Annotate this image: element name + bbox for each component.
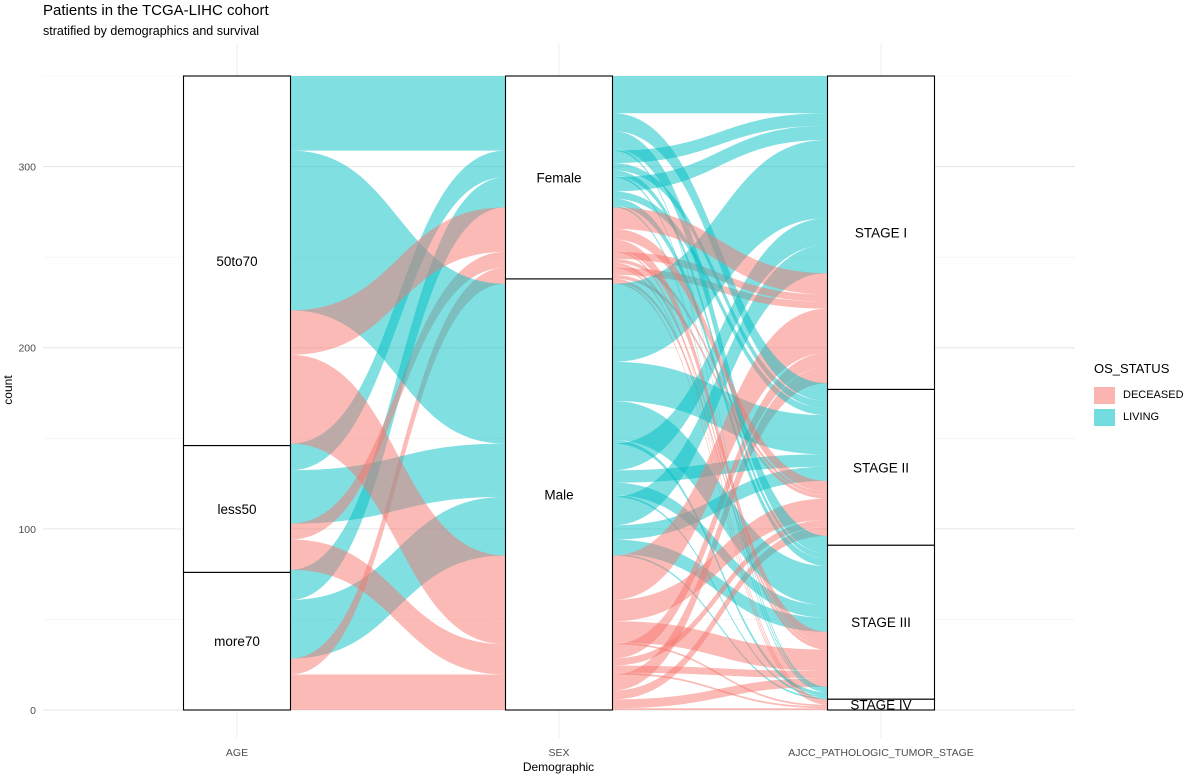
flow-ribbon bbox=[612, 519, 828, 666]
flow-ribbon bbox=[290, 496, 506, 629]
legend-label-deceased: DECEASED bbox=[1123, 389, 1184, 401]
flow-ribbon bbox=[290, 525, 506, 643]
flow-ribbon bbox=[612, 367, 828, 691]
chart-title: Patients in the TCGA-LIHC cohort bbox=[43, 2, 269, 19]
x-tick-label: AJCC_PATHOLOGIC_TUMOR_STAGE bbox=[788, 747, 974, 759]
flow-ribbon bbox=[290, 306, 506, 444]
flow-ribbon bbox=[290, 354, 506, 600]
flow-ribbon bbox=[290, 699, 506, 709]
stratum-label: 50to70 bbox=[216, 254, 257, 269]
flow-ribbon bbox=[612, 258, 828, 496]
flow-ribbon bbox=[290, 420, 506, 643]
axis-text: more70 less50 50to70 Male Female STAGE IV STAG… bbox=[18, 162, 973, 759]
flow-ribbon bbox=[612, 708, 828, 710]
flow-ribbon bbox=[612, 131, 828, 554]
flow-ribbon bbox=[290, 567, 506, 675]
flow-ribbon bbox=[290, 250, 506, 355]
y-tick-label: 100 bbox=[18, 524, 36, 536]
flow-ribbon bbox=[290, 228, 506, 401]
flow-ribbon bbox=[612, 361, 828, 455]
flow-ribbon bbox=[612, 191, 828, 416]
flow-ribbon bbox=[612, 642, 828, 707]
flow-ribbon bbox=[290, 207, 506, 332]
flow-ribbon bbox=[612, 672, 828, 709]
flow-ribbon bbox=[612, 250, 828, 702]
legend-key-deceased bbox=[1094, 386, 1115, 404]
flow-ribbon bbox=[290, 148, 506, 151]
flow-ribbon bbox=[612, 76, 828, 114]
legend-title: OS_STATUS bbox=[1094, 361, 1170, 376]
flow-ribbon bbox=[612, 207, 828, 295]
legend-label-living: LIVING bbox=[1123, 411, 1160, 423]
stratum-box bbox=[826, 75, 936, 390]
flow-ribbon bbox=[290, 690, 506, 700]
stratum-label: more70 bbox=[214, 634, 260, 649]
flow-ribbon bbox=[612, 198, 828, 567]
stratum-box bbox=[182, 75, 292, 447]
flow-ribbon bbox=[612, 228, 828, 492]
flow-ribbon bbox=[290, 177, 506, 584]
stratum-box bbox=[182, 571, 292, 711]
stratum-label: STAGE IV bbox=[850, 698, 911, 713]
flow-ribbon bbox=[612, 539, 828, 632]
stratum-box bbox=[182, 444, 292, 573]
stratum-box bbox=[504, 278, 614, 711]
x-tick-label: AGE bbox=[226, 747, 248, 759]
stratum-label: less50 bbox=[217, 502, 256, 517]
flow-ribbon bbox=[290, 441, 506, 645]
flow-ribbon bbox=[290, 113, 506, 132]
flow-ribbon bbox=[290, 262, 506, 538]
flow-ribbon bbox=[290, 539, 506, 659]
stratum-box bbox=[504, 75, 614, 280]
y-tick-label: 300 bbox=[18, 162, 36, 174]
flow-ribbon bbox=[612, 553, 828, 700]
stratum-box bbox=[826, 388, 936, 546]
strata bbox=[182, 75, 936, 711]
legend-item-deceased: DECEASED bbox=[1094, 384, 1184, 406]
legend: OS_STATUS DECEASED LIVING bbox=[1094, 361, 1184, 428]
flow-ribbon bbox=[290, 131, 506, 149]
flow-ribbon bbox=[290, 258, 506, 535]
flow-ribbon bbox=[290, 239, 506, 354]
flow-ribbon bbox=[612, 400, 828, 606]
stratum-label: STAGE II bbox=[853, 460, 909, 475]
flow-ribbon bbox=[612, 665, 828, 679]
legend-key-living bbox=[1094, 408, 1115, 426]
stratum-label: STAGE III bbox=[851, 615, 911, 630]
flow-ribbon bbox=[290, 553, 506, 666]
flow-ribbon bbox=[612, 678, 828, 709]
flow-ribbon bbox=[612, 527, 828, 700]
flow-ribbon bbox=[612, 274, 828, 499]
chart-subtitle: stratified by demographics and survival bbox=[43, 24, 260, 38]
x-tick-label: SEX bbox=[548, 747, 569, 759]
legend-item-living: LIVING bbox=[1094, 406, 1184, 428]
y-tick-label: 200 bbox=[18, 343, 36, 355]
y-tick-label: 0 bbox=[30, 705, 36, 717]
flow-ribbon bbox=[290, 399, 506, 622]
flow-ribbon bbox=[612, 308, 828, 600]
flow-ribbon bbox=[290, 228, 506, 343]
flow-ribbon bbox=[290, 708, 506, 710]
flow-ribbon bbox=[612, 498, 828, 622]
stratum-label: Male bbox=[544, 487, 573, 502]
flow-ribbon bbox=[612, 621, 828, 671]
flow-ribbon bbox=[290, 150, 506, 362]
flow-ribbon bbox=[290, 76, 506, 114]
stratum-label: STAGE I bbox=[855, 226, 907, 241]
flow-ribbon bbox=[290, 251, 506, 531]
flow-ribbon bbox=[290, 674, 506, 691]
flows bbox=[290, 76, 828, 710]
flow-ribbon bbox=[612, 239, 828, 643]
flow-ribbon bbox=[612, 148, 828, 689]
flow-ribbon bbox=[290, 560, 506, 673]
flow-ribbon bbox=[290, 266, 506, 540]
stratum-label: Female bbox=[536, 170, 581, 185]
